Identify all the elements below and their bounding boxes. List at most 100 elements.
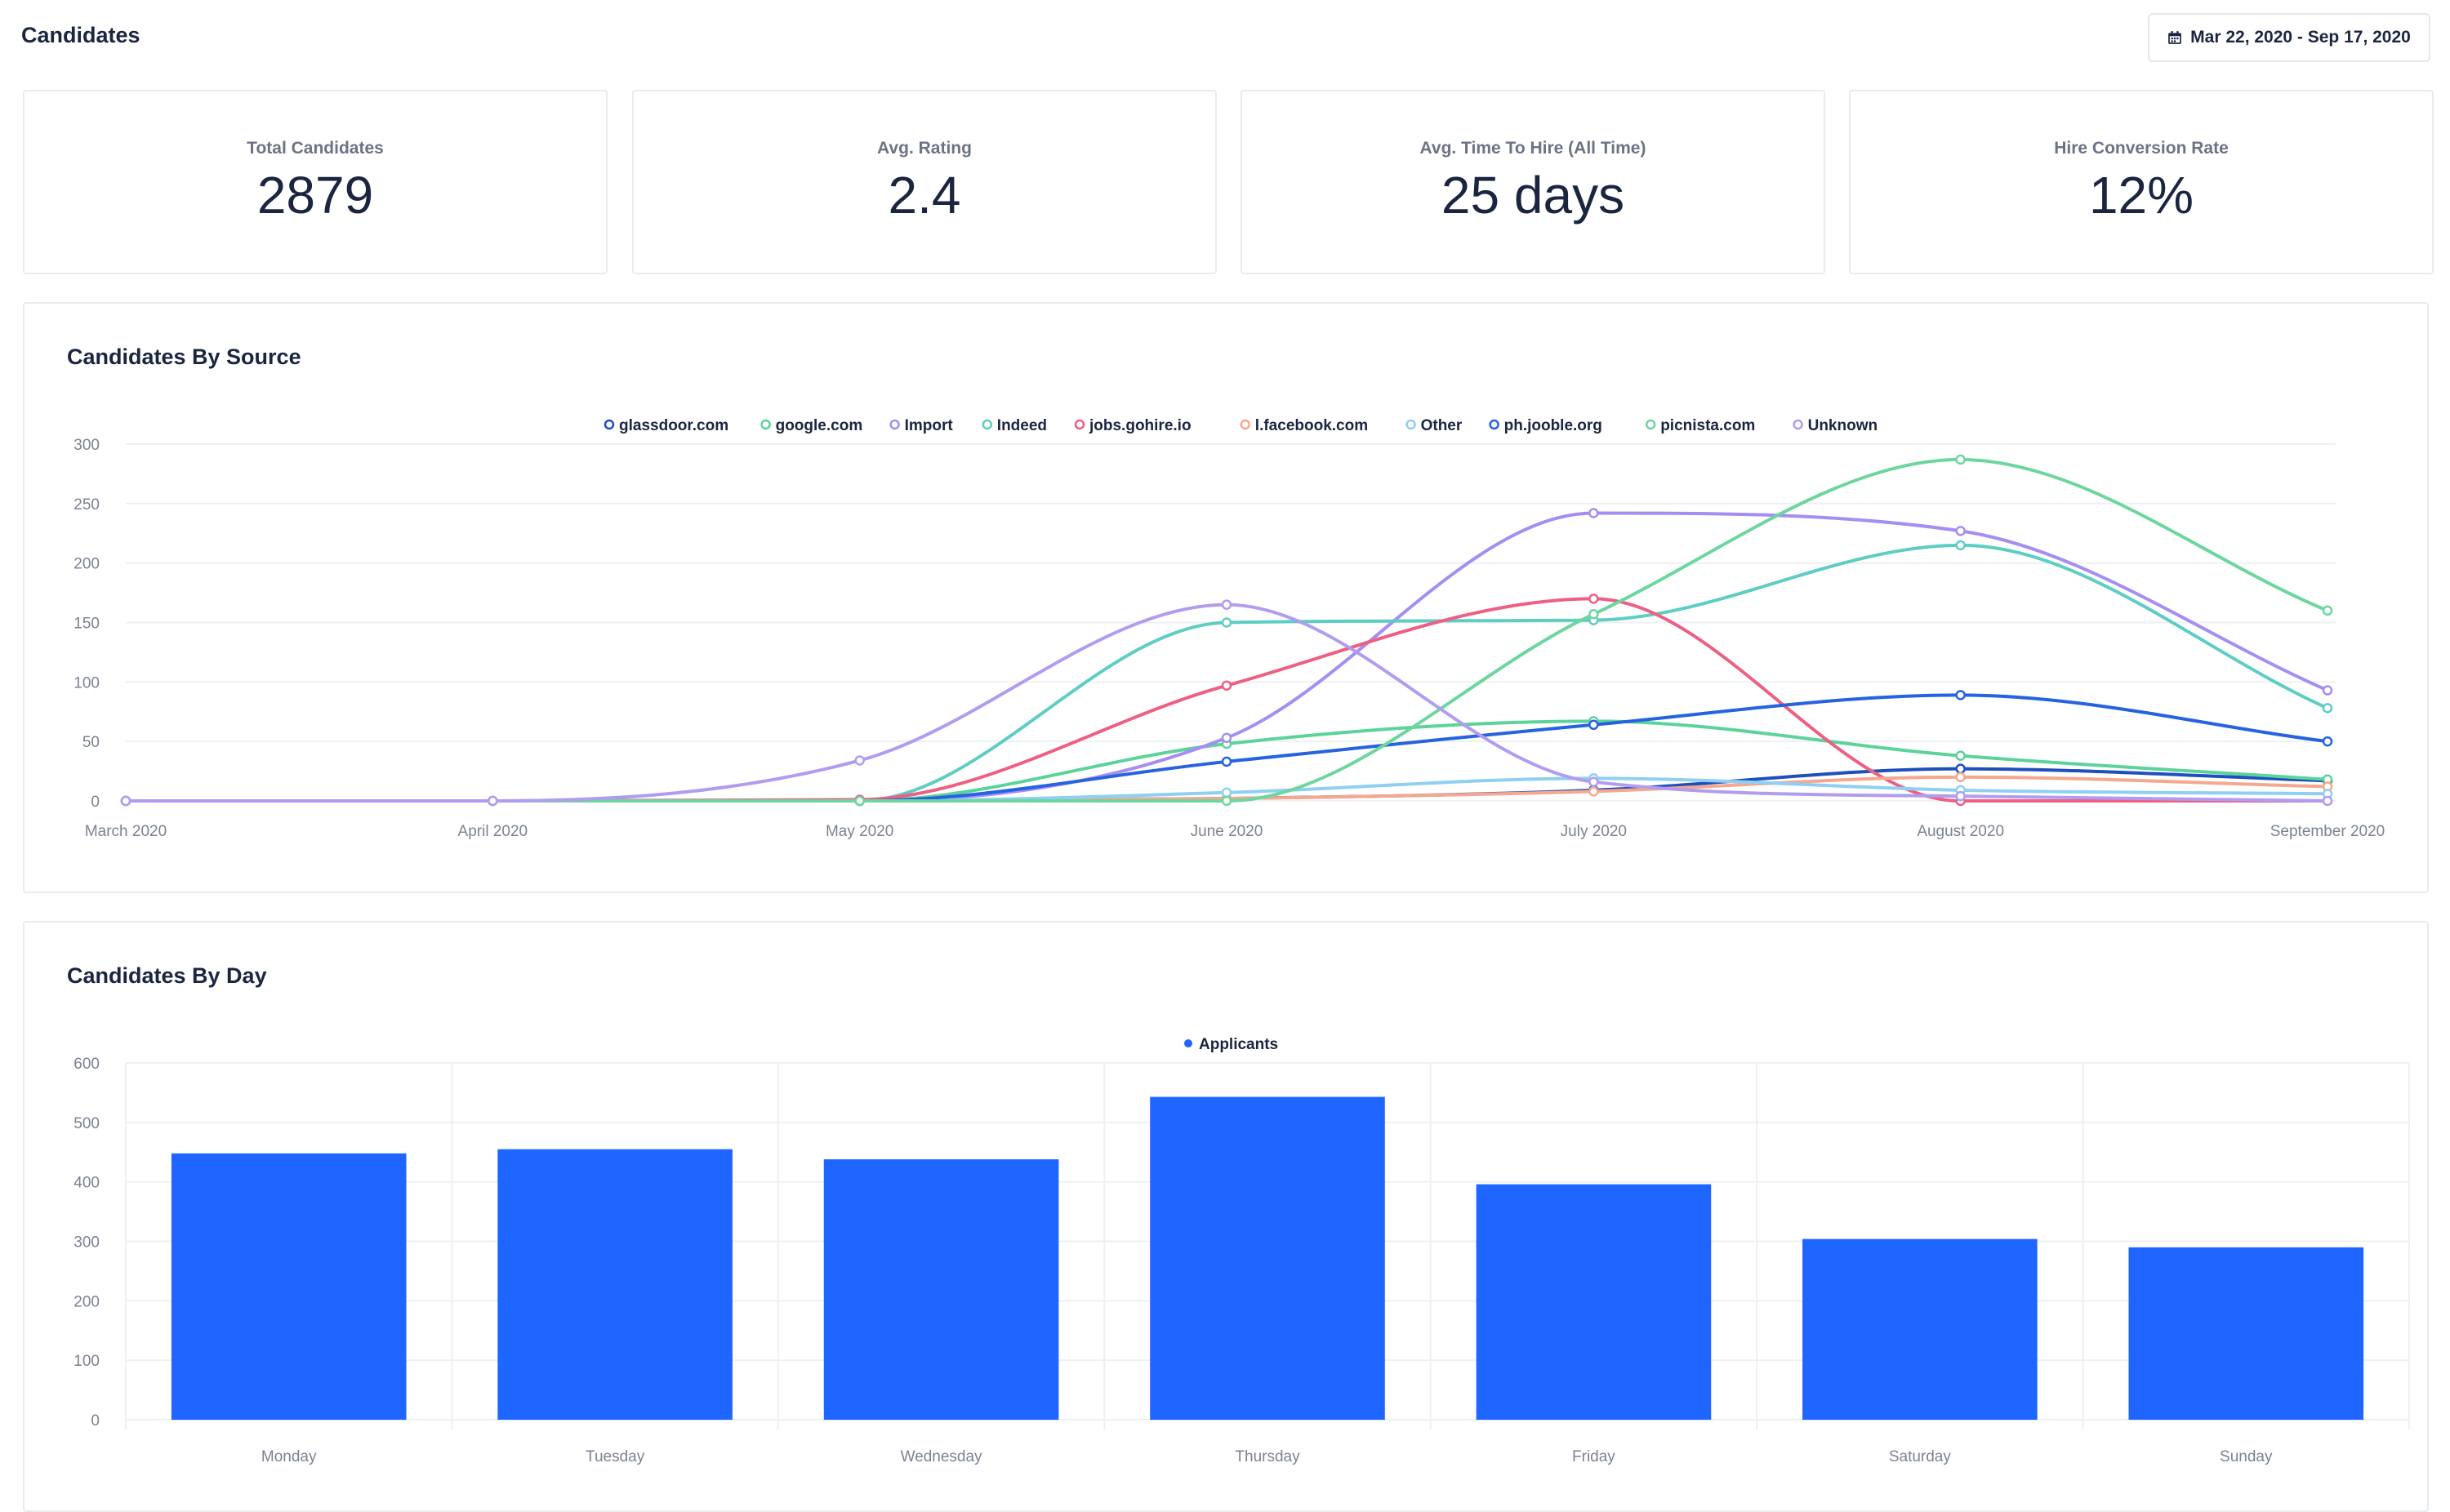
data-point [1588, 594, 1599, 604]
x-tick-label: Friday [1572, 1448, 1615, 1465]
bar-tuesday [497, 1149, 733, 1420]
legend: glassdoor.com google.com Import Indeed jobs.… [604, 417, 1878, 434]
data-point [120, 795, 131, 807]
data-point [854, 795, 865, 807]
data-point [2322, 736, 2333, 747]
y-tick-label: 100 [74, 1353, 100, 1370]
y-tick-label: 0 [91, 794, 100, 811]
stat-label: Avg. Time To Hire (All Time) [1419, 139, 1646, 158]
legend-label: ph.jooble.org [1504, 417, 1602, 434]
legend-label: google.com [776, 417, 863, 434]
x-tick-label: Tuesday [586, 1448, 645, 1465]
y-tick-label: 500 [74, 1115, 100, 1132]
data-point [1955, 526, 1966, 536]
y-tick-label: 0 [91, 1412, 100, 1430]
x-tick-label: Wednesday [901, 1448, 982, 1465]
stat-label: Hire Conversion Rate [2054, 139, 2229, 158]
data-point [1955, 763, 1966, 774]
candidates-by-source-panel: Candidates By Source 0 50 100 150 200 250 300 M… [23, 302, 2429, 893]
bar-sunday [2128, 1247, 2364, 1420]
data-point [1588, 776, 1599, 787]
x-tick-label: June 2020 [1191, 823, 1263, 840]
legend-label: Indeed [997, 417, 1047, 434]
panel-title: Candidates By Source [67, 345, 301, 369]
bar-wednesday [823, 1158, 1059, 1420]
legend-marker [604, 419, 615, 430]
data-point [1221, 787, 1232, 798]
series-unknown [120, 599, 2333, 807]
legend-label: glassdoor.com [619, 417, 728, 434]
candidates-by-source-chart: 0 50 100 150 200 250 300 March 2020 April 2020 Ma… [74, 417, 2385, 840]
y-tick-label: 400 [74, 1175, 100, 1192]
data-point [1588, 786, 1599, 797]
data-point [1221, 795, 1232, 807]
legend-label: l.facebook.com [1255, 417, 1368, 434]
bar-monday [171, 1153, 407, 1420]
stat-card-avg-time-to-hire: Avg. Time To Hire (All Time) 25 days [1241, 90, 1825, 274]
data-point [854, 755, 865, 766]
stat-value: 25 days [1441, 166, 1625, 225]
y-tick-label: 200 [74, 1293, 100, 1310]
x-tick-label: July 2020 [1561, 823, 1627, 840]
data-point [2322, 795, 2333, 807]
y-tick-label: 50 [82, 734, 100, 751]
stat-card-total-candidates: Total Candidates 2879 [23, 90, 608, 274]
candidates-by-day-panel: Candidates By Day 0 100 200 300 400 500 600 App… [23, 921, 2429, 1512]
data-point [1955, 772, 1966, 783]
calendar-icon [2168, 31, 2182, 44]
data-point [2322, 605, 2333, 616]
series-line [125, 603, 2328, 803]
panel-title: Candidates By Day [67, 963, 267, 988]
legend-marker [1645, 419, 1656, 430]
stat-card-avg-rating: Avg. Rating 2.4 [632, 90, 1217, 274]
data-point [1221, 732, 1232, 744]
data-point [1588, 719, 1599, 731]
data-point [1588, 609, 1599, 620]
series-picnista-com [120, 454, 2333, 807]
legend-marker [982, 419, 993, 430]
x-tick-label: Monday [261, 1448, 317, 1465]
legend-marker [1489, 419, 1499, 430]
legend-label: Applicants [1199, 1036, 1278, 1053]
y-tick-label: 200 [74, 556, 100, 573]
series-line [125, 457, 2328, 803]
legend-marker [760, 419, 771, 430]
x-tick-label: Sunday [2220, 1448, 2273, 1465]
y-tick-label: 300 [74, 1234, 100, 1252]
data-point [1221, 680, 1232, 691]
x-tick-label: August 2020 [1917, 823, 2004, 840]
stat-label: Avg. Rating [877, 139, 972, 158]
y-tick-label: 600 [74, 1056, 100, 1073]
bar-saturday [1802, 1239, 2038, 1420]
data-point [2322, 685, 2333, 696]
data-point [1955, 750, 1966, 761]
legend-marker [1793, 419, 1803, 430]
legend-label: Import [905, 417, 954, 434]
x-tick-label: Saturday [1889, 1448, 1952, 1465]
data-point [2322, 703, 2333, 714]
legend-marker [1184, 1039, 1192, 1047]
y-tick-label: 300 [74, 437, 100, 454]
x-tick-label: September 2020 [2270, 823, 2385, 840]
page-title: Candidates [21, 23, 140, 47]
candidates-by-day-chart: 0 100 200 300 400 500 600 Applicants Monday Tuesd… [74, 1036, 2410, 1465]
stat-value: 12% [2088, 166, 2194, 225]
data-point [488, 795, 498, 807]
date-range-label: Mar 22, 2020 - Sep 17, 2020 [2190, 28, 2411, 47]
legend-label: Unknown [1808, 417, 1878, 434]
y-tick-label: 100 [74, 674, 100, 692]
data-point [1221, 617, 1232, 628]
x-tick-label: Thursday [1235, 1448, 1300, 1465]
date-range-button[interactable]: Mar 22, 2020 - Sep 17, 2020 [2148, 13, 2430, 62]
data-point [1955, 690, 1966, 700]
y-tick-label: 250 [74, 496, 100, 514]
legend-marker [1405, 419, 1416, 430]
x-tick-label: March 2020 [85, 823, 167, 840]
legend-marker [1074, 419, 1085, 430]
bar-thursday [1150, 1096, 1385, 1420]
data-point [1221, 599, 1232, 610]
data-point [1955, 790, 1966, 802]
legend-marker [1240, 419, 1251, 430]
data-point [1955, 540, 1966, 551]
data-point [1955, 454, 1966, 465]
